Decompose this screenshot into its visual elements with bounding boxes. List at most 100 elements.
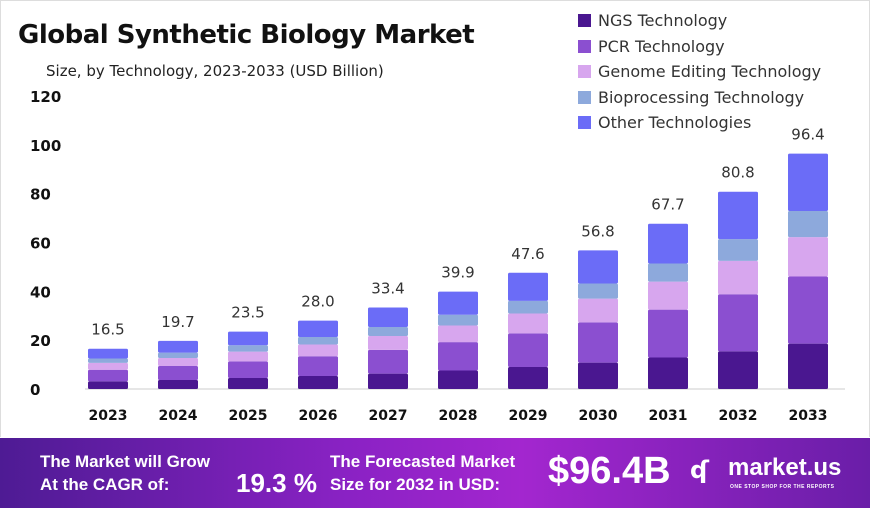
bar-segment [368,349,408,374]
y-tick-label: 20 [30,332,51,350]
bar-segment [718,351,758,389]
legend-label: PCR Technology [598,36,725,56]
x-tick-label: 2023 [89,408,128,424]
legend-label: Bioprocessing Technology [598,87,805,107]
bar-segment [438,370,478,389]
bar-segment [438,291,478,315]
data-label: 23.5 [231,304,264,322]
x-tick-label: 2025 [229,408,268,424]
bar-segment [88,381,128,389]
bar-segment [718,191,758,240]
brand-name: market.us [728,454,842,481]
forecast-value: $96.4B [548,450,671,492]
summary-banner: The Market will Grow At the CAGR of: 19.… [0,438,870,508]
bar-segment [228,361,268,379]
data-label: 56.8 [581,222,614,240]
legend-label: Genome Editing Technology [598,62,822,82]
y-tick-label: 0 [30,381,40,399]
x-tick-label: 2027 [369,408,408,424]
bar-segment [788,237,828,277]
bar-segment [508,333,548,368]
data-label: 39.9 [441,264,474,282]
bar-segment [648,357,688,389]
bar-segment [88,369,128,382]
bar-segment [298,344,338,357]
bar-segment [508,313,548,334]
bar-segment [578,362,618,389]
bar-segment [88,348,128,359]
bar-segment [788,343,828,389]
bar-segment [648,223,688,264]
data-label: 47.6 [511,245,544,263]
bar-segment [788,276,828,344]
bar-segment [578,322,618,363]
legend-item: PCR Technology [578,34,821,60]
bar-segment [718,239,758,261]
forecast-label-1: The Forecasted Market [330,452,516,471]
x-tick-label: 2030 [579,408,618,424]
bar-segment [578,283,618,299]
bar-segment [578,250,618,284]
bar-segment [298,356,338,377]
chart-subtitle: Size, by Technology, 2023-2033 (USD Bill… [46,62,384,80]
data-label: 16.5 [91,321,124,339]
bar-segment [88,358,128,363]
x-tick-label: 2032 [719,408,758,424]
y-tick-label: 40 [30,283,51,301]
y-tick-label: 100 [30,137,61,155]
legend-item: Bioprocessing Technology [578,85,821,111]
bar-segment [718,260,758,295]
bar-segment [718,294,758,352]
bar-segment [298,336,338,345]
bar-segment [298,320,338,337]
bar-segment [508,272,548,301]
chart-title: Global Synthetic Biology Market [18,20,475,50]
forecast-label-2: Size for 2032 in USD: [330,475,501,494]
legend-swatch [578,90,591,104]
legend-swatch [578,116,591,130]
bar-segment [228,351,268,362]
bar-segment [158,352,198,358]
bar-segment [648,263,688,282]
legend-item: Other Technologies [578,110,821,136]
cagr-value: 19.3 % [236,468,317,498]
bar-segment [298,376,338,389]
bar-segment [158,366,198,380]
legend-item: Genome Editing Technology [578,59,821,85]
data-label: 19.7 [161,313,194,331]
bar-segment [648,281,688,310]
bar-segment [368,307,408,327]
chart-plot: 0 20 40 60 80 100 120 16.5 2023 19.7 2024 23.5 2025 2… [30,88,845,424]
bar-segment [648,309,688,358]
legend-item: NGS Technology [578,8,821,34]
bar-segment [368,336,408,350]
y-tick-label: 120 [30,88,61,106]
legend: NGS Technology PCR Technology Genome Editi… [578,8,821,136]
data-label: 28.0 [301,293,334,311]
cagr-label-2: At the CAGR of: [40,475,170,494]
bar-segment [578,298,618,323]
bar-segment [158,340,198,353]
x-tick-label: 2028 [439,408,478,424]
bar-segment [228,331,268,346]
x-tick-label: 2033 [789,408,828,424]
bar-segment [438,314,478,326]
brand-tagline: ONE STOP SHOP FOR THE REPORTS [730,484,835,490]
y-tick-label: 60 [30,235,51,253]
legend-swatch [578,65,591,79]
legend-label: Other Technologies [598,113,752,133]
bar-segment [788,153,828,212]
bar-segment [368,326,408,337]
x-tick-label: 2029 [509,408,548,424]
x-tick-label: 2026 [299,408,338,424]
bar-segment [228,345,268,352]
data-label: 67.7 [651,196,684,214]
bar-segment [158,379,198,389]
bar-segment [788,211,828,238]
legend-swatch [578,39,591,53]
bar-segment [438,325,478,343]
bar-segment [228,378,268,389]
legend-swatch [578,14,591,28]
x-tick-label: 2031 [649,408,688,424]
data-label: 80.8 [721,164,754,182]
